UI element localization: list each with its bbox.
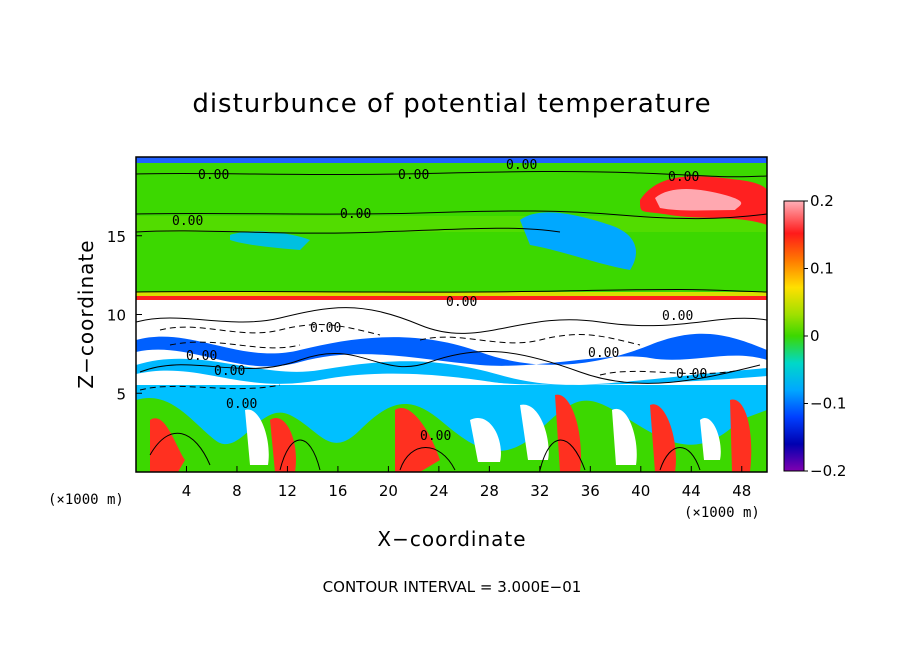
contour-lines-dashed — [139, 324, 741, 391]
middle-ribbon — [136, 333, 767, 367]
x-tick-label: 20 — [379, 482, 398, 500]
y-tick-label: 10 — [107, 307, 126, 325]
x-unit-label: (×1000 m) — [684, 505, 760, 521]
contour-labels: 0.00 0.00 0.00 0.00 0.00 0.00 0.00 0.00 … — [172, 158, 707, 444]
y-tick-label: 5 — [116, 385, 126, 403]
x-tick-label: 36 — [581, 482, 600, 500]
contour-label: 0.00 — [198, 168, 229, 183]
chart-title: disturbunce of potential temperature — [192, 89, 711, 119]
contour-label: 0.00 — [226, 397, 257, 412]
x-tick-label: 16 — [328, 482, 347, 500]
contour-label: 0.00 — [310, 321, 341, 336]
y-axis-label: Z−coordinate — [74, 239, 98, 388]
z-unit-label: (×1000 m) — [48, 492, 124, 508]
colorbar-ticks: 0.2 0.1 0 −0.1 −0.2 — [804, 192, 846, 480]
contour-label: 0.00 — [420, 429, 451, 444]
contour-label: 0.00 — [662, 309, 693, 324]
upper-right-blob-core — [655, 189, 742, 211]
x-tick-label: 8 — [232, 482, 242, 500]
top-band — [136, 157, 767, 163]
contour-label: 0.00 — [340, 207, 371, 222]
contour-label: 0.00 — [668, 170, 699, 185]
x-axis-label: X−coordinate — [377, 527, 526, 551]
x-tick-label: 4 — [182, 482, 192, 500]
contour-label: 0.00 — [588, 346, 619, 361]
contour-label: 0.00 — [186, 349, 217, 364]
contour-label: 0.00 — [676, 367, 707, 382]
contour-lines — [136, 170, 767, 471]
inversion-band-red — [136, 296, 767, 300]
contour-label: 0.00 — [214, 364, 245, 379]
contour-label: 0.00 — [398, 168, 429, 183]
upper-blue-patch-2 — [230, 231, 310, 250]
y-axis-ticks: 5 10 15 — [107, 228, 142, 403]
y-tick-label: 15 — [107, 228, 126, 246]
plot-area — [136, 157, 767, 472]
lower-plumes-white — [245, 404, 721, 465]
colorbar-tick-label: −0.2 — [810, 462, 846, 480]
colorbar-tick-label: 0.1 — [810, 260, 834, 278]
x-tick-label: 12 — [278, 482, 297, 500]
contour-label: 0.00 — [172, 214, 203, 229]
contour-label: 0.00 — [506, 158, 537, 173]
contour-label: 0.00 — [446, 295, 477, 310]
x-axis-ticks: 4 8 12 16 20 24 28 32 36 40 44 48 — [182, 466, 751, 500]
x-tick-label: 48 — [732, 482, 751, 500]
colorbar-tick-label: −0.1 — [810, 395, 846, 413]
x-tick-label: 44 — [682, 482, 701, 500]
middle-ribbon-2 — [136, 358, 767, 385]
x-tick-label: 40 — [631, 482, 650, 500]
inversion-band-yellow — [136, 292, 767, 296]
colorbar-tick-label: 0 — [810, 327, 820, 345]
x-tick-label: 28 — [480, 482, 499, 500]
upper-blue-patch — [520, 212, 636, 270]
contour-interval-note: CONTOUR INTERVAL = 3.000E−01 — [323, 578, 582, 596]
colorbar: 0.2 0.1 0 −0.1 −0.2 — [783, 192, 846, 480]
colorbar-gradient — [783, 200, 805, 472]
colorbar-tick-label: 0.2 — [810, 192, 834, 210]
x-tick-label: 32 — [530, 482, 549, 500]
x-tick-label: 24 — [429, 482, 448, 500]
